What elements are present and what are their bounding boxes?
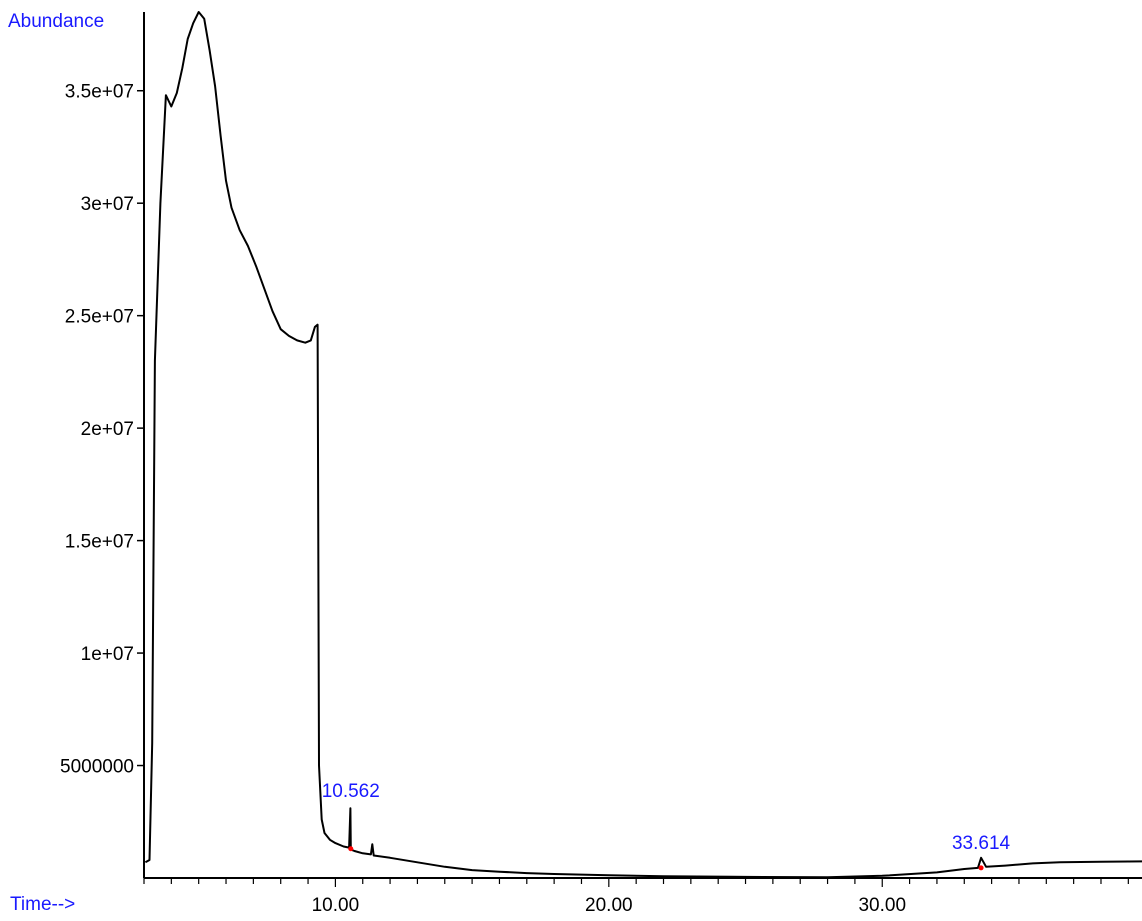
y-tick-label: 1e+07: [81, 644, 134, 665]
peak-label: 10.562: [322, 781, 380, 802]
axes: [143, 12, 1142, 879]
x-tick-label: 10.00: [312, 895, 360, 916]
y-axis-label: Abundance: [8, 11, 104, 32]
axis-labels: Abundance Time-->: [8, 11, 104, 915]
y-tick-label: 5000000: [60, 757, 134, 778]
peak-marker: [348, 846, 354, 852]
peak-label: 33.614: [952, 833, 1011, 854]
series-line: [144, 11, 1142, 879]
x-axis-label: Time-->: [10, 894, 75, 915]
peak-marker: [978, 865, 984, 871]
plot-area: [144, 11, 1142, 879]
ticks: 5000000 1e+07 1.5e+07 2e+07 2.5e+07 3e+07 3.5e…: [60, 82, 1129, 916]
y-tick-label: 3e+07: [81, 194, 134, 215]
x-tick-label: 20.00: [585, 895, 633, 916]
annotations: 10.562 33.614: [322, 781, 1011, 871]
y-tick-label: 2.5e+07: [65, 307, 134, 328]
y-tick-label: 2e+07: [81, 419, 134, 440]
y-tick-label: 1.5e+07: [65, 532, 134, 553]
x-tick-label: 30.00: [858, 895, 906, 916]
y-tick-label: 3.5e+07: [65, 82, 134, 103]
